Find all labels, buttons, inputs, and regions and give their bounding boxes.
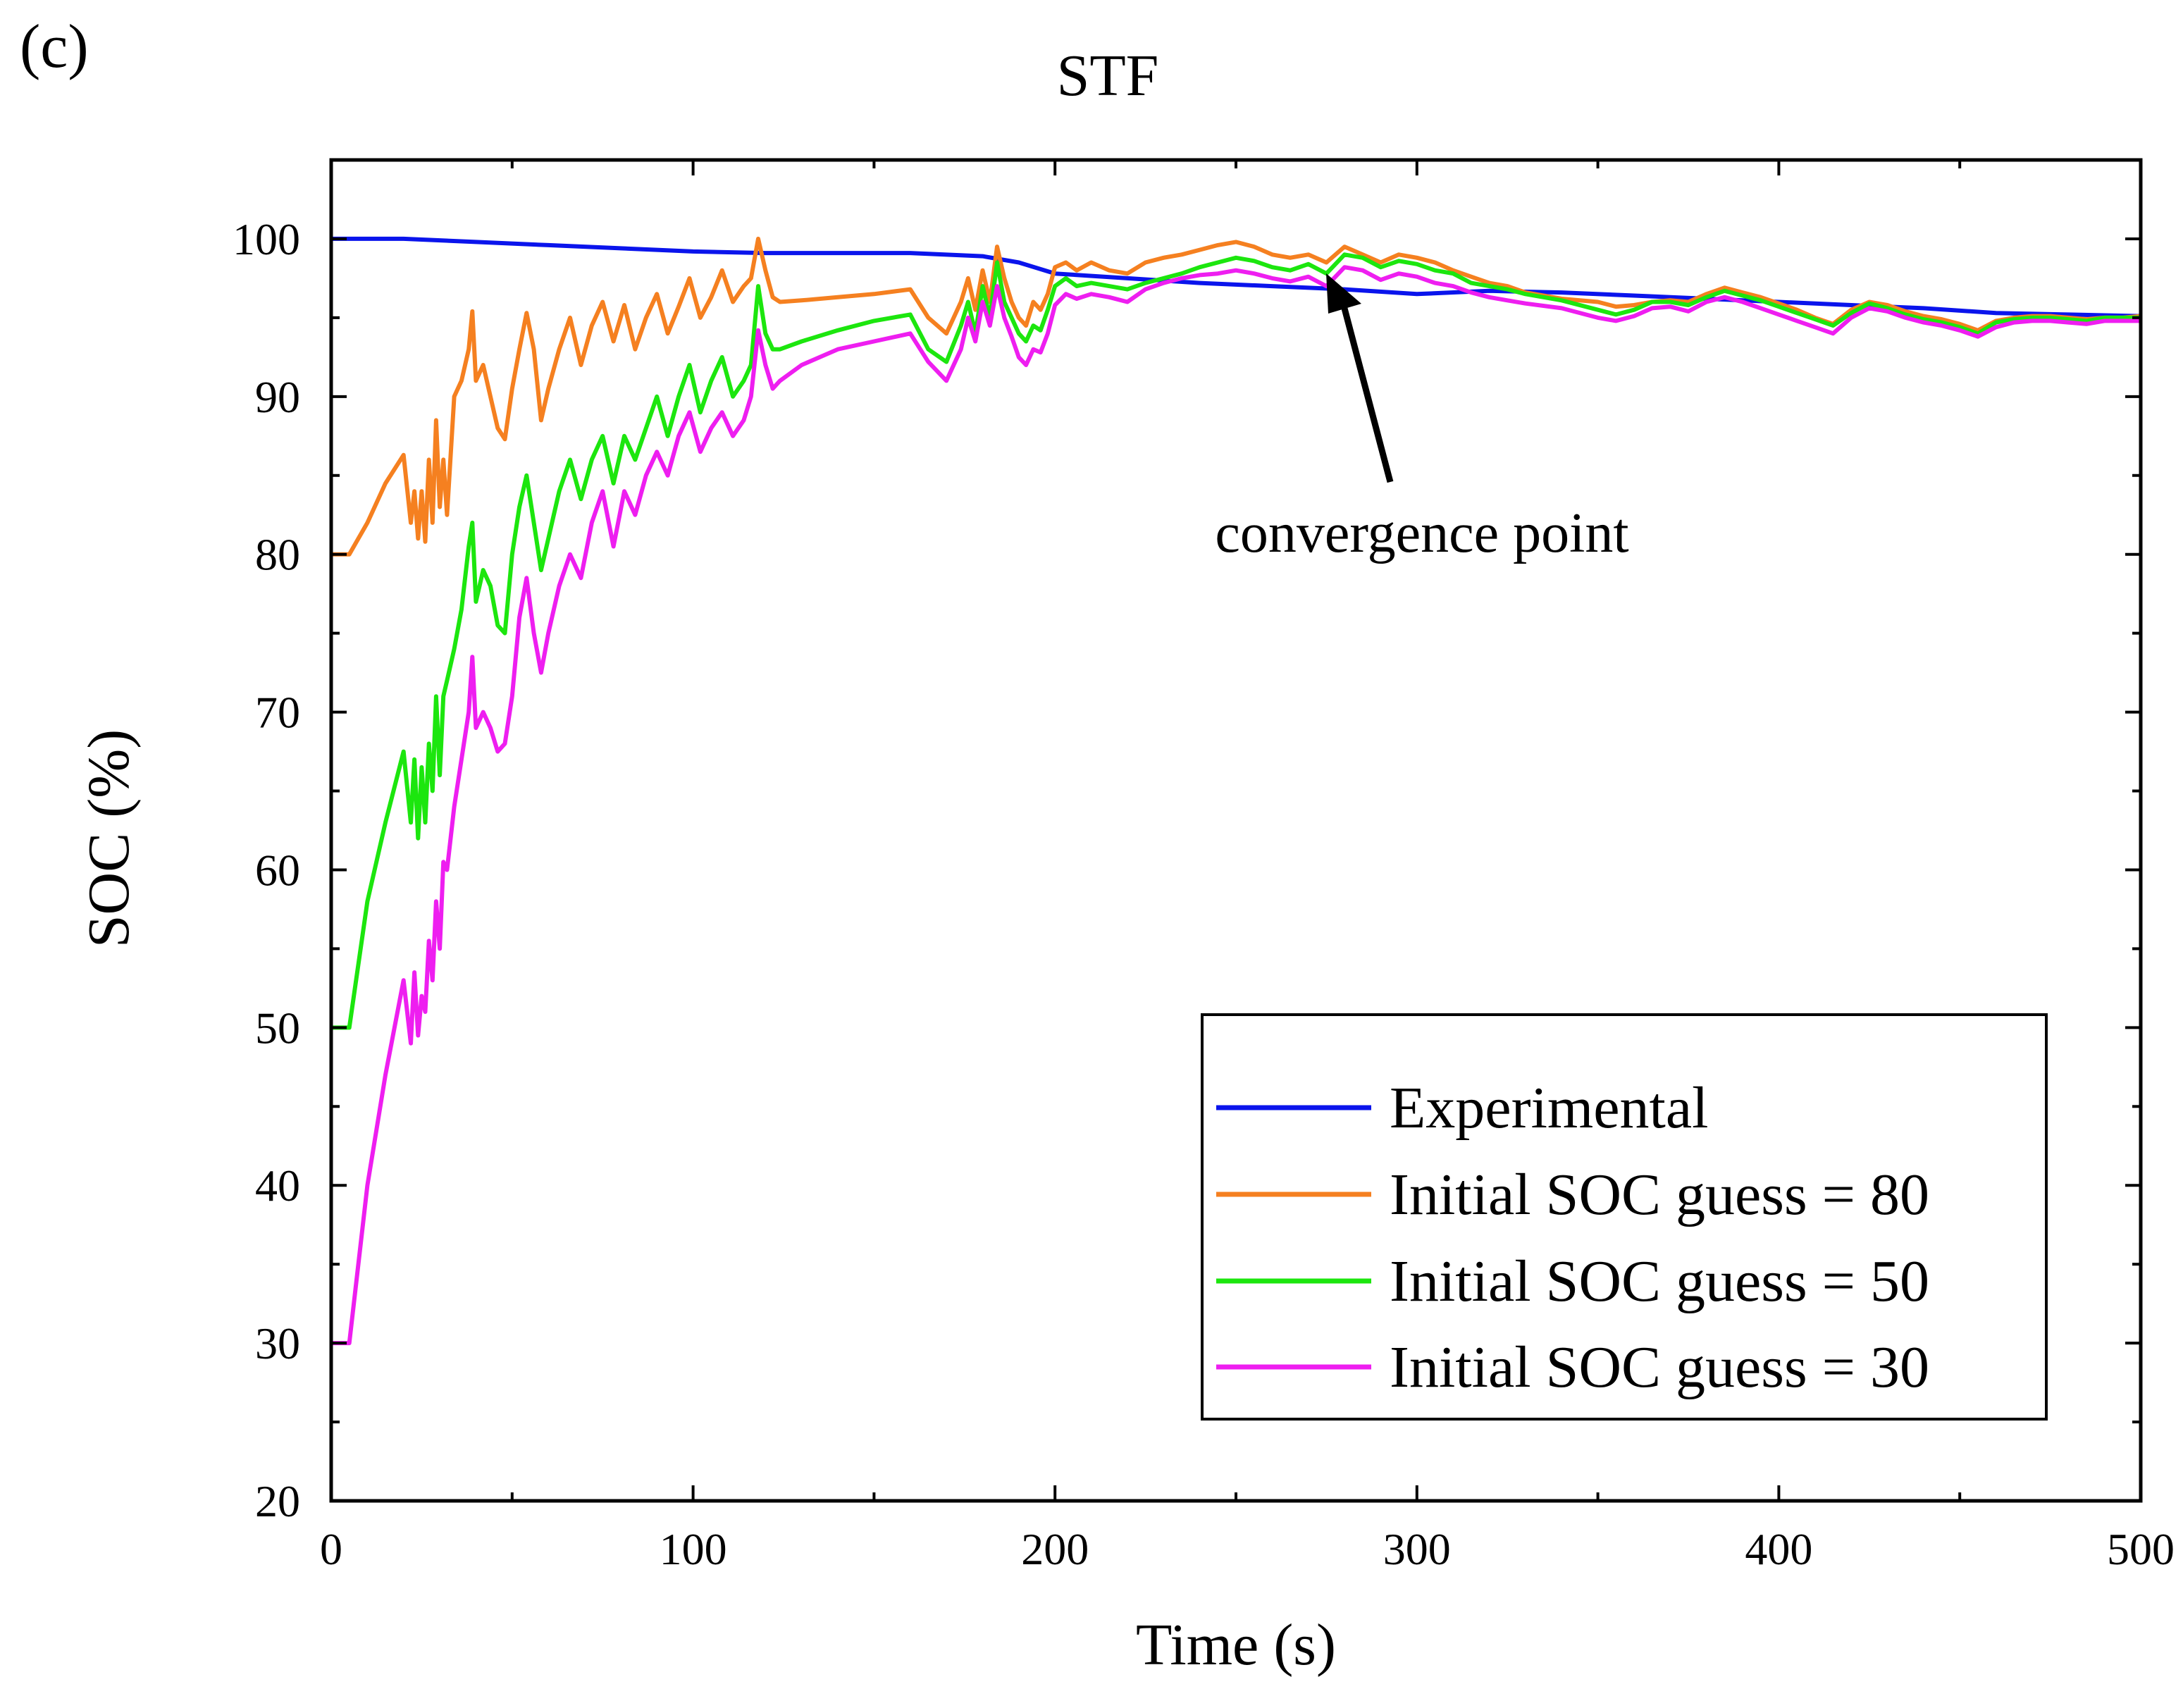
x-tick-label: 300: [1383, 1524, 1451, 1574]
y-tick-labels: 20 30 40 50 60 70 80 90 100: [233, 214, 300, 1526]
x-tick-labels: 0 100 200 300 400 500: [320, 1524, 2175, 1574]
y-tick-label: 20: [255, 1476, 300, 1526]
legend-box: [1201, 1013, 2048, 1421]
axis-ticks: [330, 159, 2142, 1502]
panel-label: (c): [20, 13, 89, 81]
chart-title: STF: [1057, 43, 1159, 109]
series-line-experimental: [331, 236, 2141, 318]
legend-label-initial-soc-guess-80: Initial SOC guess = 80: [1390, 1162, 1929, 1227]
plot-lines: [331, 236, 2141, 1346]
x-tick-label: 0: [320, 1524, 342, 1574]
x-tick-label: 200: [1021, 1524, 1089, 1574]
convergence-annotation: convergence point: [1215, 273, 1629, 564]
y-tick-label: 50: [255, 1003, 300, 1053]
series-line-initial-soc-guess-30: [331, 265, 2141, 1346]
y-tick-label: 80: [255, 530, 300, 580]
legend-label-experimental: Experimental: [1390, 1075, 1708, 1141]
annotation-label: convergence point: [1215, 502, 1628, 564]
y-tick-label: 100: [233, 214, 300, 264]
x-tick-label: 500: [2107, 1524, 2175, 1574]
y-axis-label: SOC (%): [76, 729, 142, 948]
y-tick-label: 70: [255, 688, 300, 738]
y-tick-label: 40: [255, 1161, 300, 1211]
x-axis-label: Time (s): [1136, 1612, 1336, 1678]
annotation-arrow-shaft: [1340, 302, 1394, 483]
y-tick-label: 30: [255, 1318, 300, 1368]
y-tick-label: 90: [255, 372, 300, 422]
legend-label-initial-soc-guess-30: Initial SOC guess = 30: [1390, 1335, 1929, 1400]
series-line-initial-soc-guess-50: [331, 252, 2141, 1030]
y-tick-label: 60: [255, 845, 300, 895]
legend: Experimental Initial SOC guess = 80 Initia…: [1201, 1013, 2048, 1421]
legend-items: Experimental Initial SOC guess = 80 Initia…: [1216, 1075, 1929, 1400]
legend-label-initial-soc-guess-50: Initial SOC guess = 50: [1390, 1249, 1929, 1314]
x-tick-label: 100: [660, 1524, 727, 1574]
series-line-initial-soc-guess-80: [331, 236, 2141, 557]
x-tick-label: 400: [1745, 1524, 1812, 1574]
annotation-arrowhead: [1326, 273, 1361, 314]
